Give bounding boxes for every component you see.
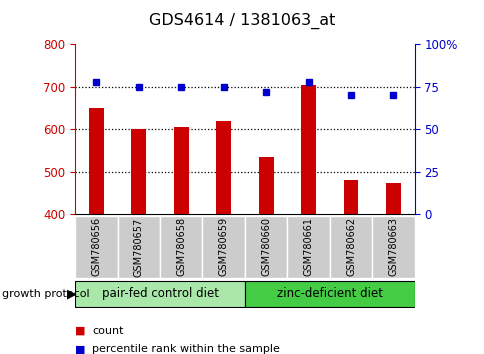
Text: ▶: ▶ (66, 287, 76, 300)
Bar (202, 216, 244, 278)
Text: GSM780658: GSM780658 (176, 217, 186, 276)
Text: ■: ■ (75, 344, 86, 354)
Bar (244, 281, 414, 307)
Bar (117, 216, 160, 278)
Bar (343, 180, 358, 214)
Text: GDS4614 / 1381063_at: GDS4614 / 1381063_at (149, 12, 335, 29)
Text: GSM780661: GSM780661 (303, 217, 313, 276)
Bar (287, 216, 329, 278)
Text: GSM780657: GSM780657 (134, 217, 144, 276)
Text: GSM780660: GSM780660 (260, 217, 271, 276)
Bar (329, 216, 372, 278)
Bar (244, 216, 287, 278)
Bar (75, 281, 244, 307)
Bar (75, 216, 117, 278)
Text: ■: ■ (75, 326, 86, 336)
Text: growth protocol: growth protocol (2, 289, 90, 299)
Text: pair-fed control diet: pair-fed control diet (101, 287, 218, 300)
Text: GSM780663: GSM780663 (388, 217, 398, 276)
Text: GSM780656: GSM780656 (91, 217, 101, 276)
Bar (372, 216, 414, 278)
Bar (216, 121, 231, 214)
Bar (173, 127, 188, 214)
Bar (89, 108, 104, 214)
Bar (301, 85, 316, 214)
Text: percentile rank within the sample: percentile rank within the sample (92, 344, 279, 354)
Bar (131, 129, 146, 214)
Text: count: count (92, 326, 123, 336)
Text: GSM780659: GSM780659 (218, 217, 228, 276)
Text: GSM780662: GSM780662 (345, 217, 355, 276)
Bar (258, 157, 273, 214)
Text: zinc-deficient diet: zinc-deficient diet (276, 287, 382, 300)
Bar (385, 183, 400, 214)
Bar (160, 216, 202, 278)
